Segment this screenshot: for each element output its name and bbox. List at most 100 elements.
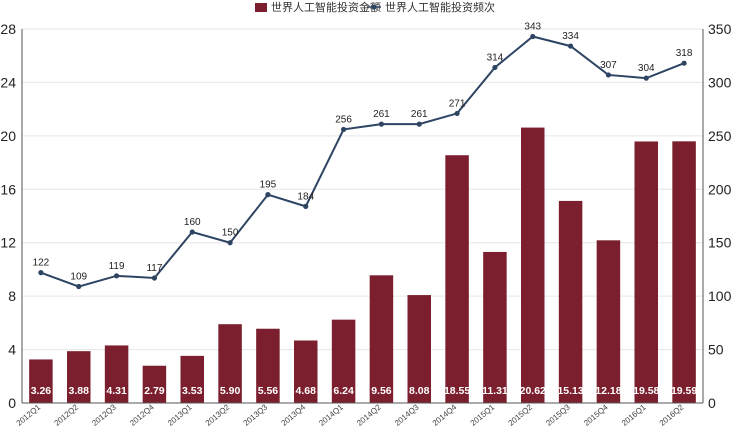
bar [331, 319, 356, 403]
legend-line-marker [371, 4, 377, 10]
y-right-tick-label: 350 [708, 21, 732, 37]
line-data-label: 160 [184, 217, 201, 228]
bar-data-label: 3.53 [182, 385, 203, 397]
bar-data-label: 3.26 [31, 385, 52, 397]
bar-data-label: 8.08 [409, 385, 430, 397]
bar [558, 200, 583, 403]
bar [256, 328, 280, 403]
x-tick-label: 2016Q2 [658, 402, 686, 428]
bar-data-label: 3.88 [69, 385, 90, 397]
x-tick-label: 2015Q2 [506, 402, 534, 428]
line-point [605, 72, 612, 78]
bar [445, 155, 469, 403]
line-path [40, 35, 685, 288]
x-tick-label: 2015Q4 [582, 402, 610, 428]
line-point [416, 121, 422, 127]
line-data-label: 304 [638, 63, 655, 74]
bar-data-label: 12.18 [595, 385, 621, 397]
y-left-tick-label: 8 [8, 288, 16, 304]
legend-line-label: 世界人工智能投资频次 [385, 0, 495, 14]
line-data-label: 195 [260, 180, 277, 191]
legend-bar-label: 世界人工智能投资金额 [271, 0, 381, 14]
x-tick-label: 2012Q3 [90, 402, 118, 428]
bar-data-label: 20.62 [520, 385, 546, 397]
line-data-label: 117 [146, 263, 162, 274]
y-left-tick-label: 16 [0, 181, 16, 197]
line-point [492, 64, 498, 71]
grid-layer [22, 28, 703, 351]
y-right-tick-label: 100 [708, 288, 732, 304]
bar [29, 359, 53, 403]
y-left-tick-label: 28 [0, 21, 16, 37]
line-data-label: 122 [33, 258, 50, 269]
bar [294, 340, 318, 403]
x-tick-label: 2012Q4 [128, 402, 156, 428]
line-point [265, 192, 271, 198]
bar-data-label: 4.68 [296, 385, 317, 397]
bar-data-label: 19.58 [633, 385, 659, 397]
y-left-tick-label: 4 [8, 342, 16, 358]
bar-data-label: 2.79 [144, 385, 165, 397]
x-tick-label: 2014Q3 [393, 402, 421, 428]
line-data-label: 314 [487, 52, 504, 63]
bar-data-label: 5.56 [258, 385, 279, 397]
legend-bar-swatch [255, 3, 267, 12]
y-right-tick-label: 300 [708, 74, 732, 90]
x-tick-label: 2013Q4 [279, 402, 307, 428]
line-point [303, 203, 309, 209]
y-left-tick-label: 24 [0, 74, 16, 90]
data-labels: 3.26 3.88 4.31 2.79 3.53 5.90 5.56 4.68 6.24 9.56… [31, 21, 698, 397]
y-left-tick-label: 0 [8, 395, 16, 411]
x-tick-label: 2013Q2 [204, 402, 232, 428]
x-tick-label: 2015Q1 [469, 402, 497, 428]
x-tick-label: 2016Q1 [620, 402, 648, 428]
line-data-label: 318 [676, 48, 693, 59]
bar-data-label: 15.13 [557, 385, 583, 397]
line-point [151, 275, 158, 281]
line-point [454, 110, 460, 117]
y-left-tick-label: 12 [0, 235, 16, 251]
bar-data-label: 11.31 [482, 385, 508, 397]
bar [483, 251, 507, 403]
line-data-label: 109 [70, 272, 87, 283]
line-point [643, 75, 649, 81]
line-data-label: 256 [335, 114, 352, 125]
x-tick-label: 2014Q4 [431, 402, 459, 428]
bar [521, 127, 545, 403]
line-data-label: 343 [524, 21, 541, 32]
bar [180, 355, 204, 403]
y-right-tick-label: 0 [708, 395, 716, 411]
bar [67, 351, 91, 403]
line-point [227, 240, 233, 246]
bar [369, 275, 394, 403]
x-tick-label: 2015Q3 [544, 402, 572, 428]
bar-data-label: 6.24 [333, 385, 354, 397]
bar-data-label: 9.56 [371, 385, 392, 397]
line-series [38, 33, 687, 290]
bar-data-label: 19.59 [671, 385, 697, 397]
line-data-label: 119 [109, 261, 125, 272]
bar [596, 240, 621, 403]
bar [407, 295, 431, 403]
line-data-label: 261 [411, 109, 428, 120]
bar [218, 324, 242, 403]
bar-data-label: 4.31 [106, 385, 127, 397]
line-point [113, 273, 120, 279]
legend: 世界人工智能投资金额 世界人工智能投资频次 [255, 0, 495, 14]
bar-series [29, 127, 696, 404]
x-tick-label: 2014Q2 [355, 402, 383, 428]
line-data-label: 150 [222, 228, 239, 239]
bar-data-label: 18.55 [444, 385, 470, 397]
line-data-label: 307 [600, 60, 617, 71]
line-point [567, 43, 574, 49]
line-data-label: 334 [562, 31, 579, 42]
bar [672, 141, 696, 404]
bar [104, 345, 129, 403]
bar [142, 365, 167, 403]
line-data-label: 184 [297, 191, 314, 202]
y-right-tick-label: 200 [708, 181, 732, 197]
y-left-tick-label: 20 [0, 128, 16, 144]
x-tick-label: 2012Q2 [52, 402, 80, 428]
